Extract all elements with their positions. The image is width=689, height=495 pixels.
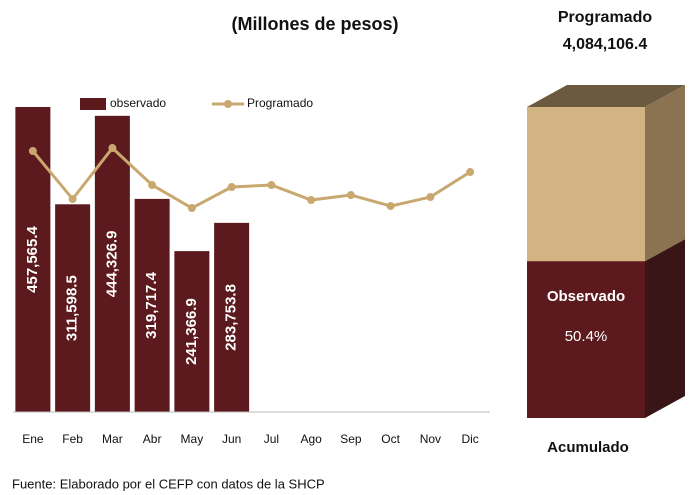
bar-value-label: 241,366.9 xyxy=(183,298,200,365)
line-marker xyxy=(426,193,435,202)
share-label: 50.4% xyxy=(565,328,608,345)
total-label: 4,084,106.4 xyxy=(563,36,648,53)
chart-title: (Millones de pesos) xyxy=(231,14,398,34)
legend-label: Programado xyxy=(247,96,313,110)
bar-value-label: 311,598.5 xyxy=(64,275,81,341)
x-tick-label: Ago xyxy=(300,432,322,446)
x-tick-label: Ene xyxy=(22,432,44,446)
x-tick-label: Abr xyxy=(143,432,162,446)
total-name: Programado xyxy=(558,9,652,26)
cube-side-lower xyxy=(645,239,685,418)
cube-top xyxy=(527,85,685,107)
line-marker xyxy=(386,202,395,211)
legend-swatch xyxy=(80,98,106,110)
line-marker xyxy=(28,147,37,156)
x-tick-label: May xyxy=(181,432,204,446)
line-marker xyxy=(148,181,157,190)
x-tick-label: Jun xyxy=(222,432,241,446)
source-note: Fuente: Elaborado por el CEFP con datos … xyxy=(12,476,325,491)
line-marker xyxy=(108,144,117,153)
line-marker xyxy=(307,196,316,205)
bar xyxy=(174,251,210,412)
bar-value-label: 319,717.4 xyxy=(143,271,160,338)
legend-marker xyxy=(224,100,232,108)
share-name: Observado xyxy=(547,288,625,305)
x-tick-label: Sep xyxy=(340,432,362,446)
line-marker xyxy=(227,183,236,192)
bar xyxy=(134,198,170,412)
bar xyxy=(15,107,51,412)
line-marker xyxy=(68,195,77,204)
line-marker xyxy=(346,191,355,200)
cube-side-upper xyxy=(645,85,685,262)
bar-value-label: 283,753.8 xyxy=(223,284,240,351)
x-tick-label: Oct xyxy=(381,432,400,446)
x-tick-label: Jul xyxy=(264,432,279,446)
bar-value-label: 444,326.9 xyxy=(103,231,120,298)
legend-label: observado xyxy=(110,96,166,110)
line xyxy=(31,145,471,210)
bar xyxy=(55,204,91,412)
bar-value-label: 457,565.4 xyxy=(24,225,41,292)
x-tick-label: Feb xyxy=(62,432,83,446)
x-tick-label: Nov xyxy=(420,432,441,446)
line-marker xyxy=(466,168,475,177)
line-marker xyxy=(267,181,276,190)
x-tick-label: Mar xyxy=(102,432,123,446)
cube-title: Acumulado xyxy=(547,439,629,456)
x-tick-label: Dic xyxy=(461,432,478,446)
line-marker xyxy=(187,204,196,213)
cube-share xyxy=(527,261,645,418)
bar xyxy=(214,222,250,412)
